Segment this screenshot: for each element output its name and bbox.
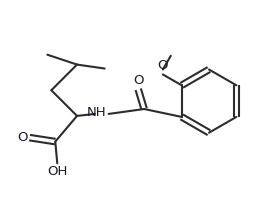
Text: OH: OH (47, 165, 68, 178)
Text: NH: NH (87, 106, 107, 119)
Text: O: O (133, 74, 143, 87)
Text: O: O (158, 60, 168, 72)
Text: O: O (17, 131, 28, 144)
